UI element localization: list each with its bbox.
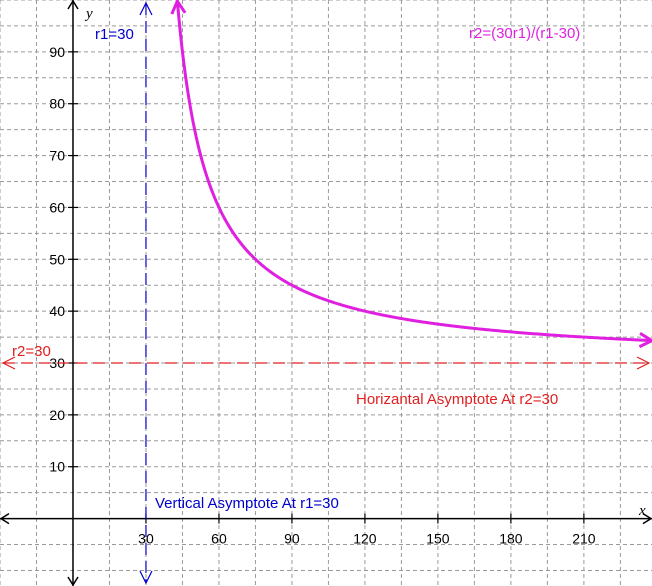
- horizontal-asymptote-label: r2=30: [12, 343, 51, 360]
- x-tick-label: 60: [211, 531, 227, 547]
- x-tick-label: 180: [499, 531, 523, 547]
- horizontal-asymptote-note: Horizantal Asymptote At r2=30: [356, 391, 558, 408]
- vertical-asymptote-label: r1=30: [95, 26, 134, 43]
- y-tick-label: 90: [49, 44, 65, 60]
- vertical-asymptote-note: Vertical Asymptote At r1=30: [155, 495, 339, 512]
- y-tick-label: 70: [49, 148, 65, 164]
- series-line: [175, 1, 652, 343]
- y-tick-label: 80: [49, 96, 65, 112]
- x-axis-arrow-left: [0, 512, 10, 525]
- x-tick-label: 120: [353, 531, 377, 547]
- x-axis-arrow: [642, 512, 652, 525]
- y-axis-arrow-bottom: [67, 576, 79, 586]
- vertical-asymptote-arrow-bottom: [139, 570, 153, 585]
- y-axis-arrow: [67, 0, 79, 10]
- series-arrow-end: [638, 332, 652, 349]
- horizontal-asymptote-arrow-left: [1, 356, 16, 370]
- y-tick-label: 40: [49, 303, 65, 319]
- series-arrow-start: [170, 0, 187, 15]
- y-tick-label: 20: [49, 407, 65, 423]
- series: [170, 0, 652, 349]
- y-tick-label: 60: [49, 199, 65, 215]
- x-tick-label: 90: [284, 531, 300, 547]
- x-tick-label: 30: [138, 531, 154, 547]
- y-axis-label: y: [84, 6, 93, 22]
- series-label: r2=(30r1)/(r1-30): [469, 25, 580, 42]
- x-tick-label: 210: [572, 531, 596, 547]
- vertical-asymptote-arrow-top: [139, 1, 153, 16]
- y-tick-label: 10: [49, 459, 65, 475]
- y-tick-label: 50: [49, 251, 65, 267]
- x-axis-label: x: [638, 503, 646, 519]
- x-tick-label: 150: [426, 531, 450, 547]
- horizontal-asymptote-arrow-right: [636, 356, 651, 370]
